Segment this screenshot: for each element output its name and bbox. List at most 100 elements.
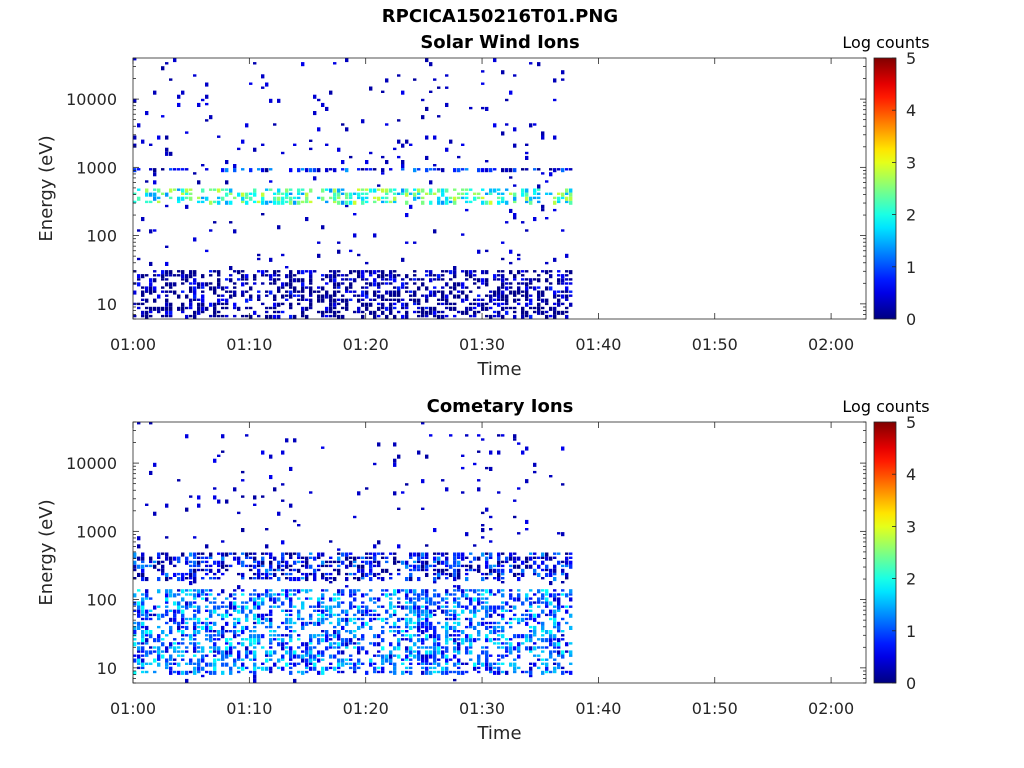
heatmap-cell [445, 650, 449, 653]
heatmap-cell [273, 662, 277, 667]
heatmap-cell [549, 286, 553, 291]
heatmap-cell [341, 168, 345, 171]
heatmap-cell [289, 601, 293, 606]
heatmap-cell [221, 314, 225, 318]
heatmap-cell [357, 168, 361, 171]
heatmap-cell [269, 609, 273, 614]
heatmap-cell [309, 662, 313, 665]
heatmap-cell [353, 213, 357, 216]
heatmap-cell [193, 589, 197, 592]
heatmap-cell [437, 572, 441, 577]
heatmap-cell [509, 564, 513, 568]
heatmap-cell [537, 196, 541, 200]
heatmap-cell [373, 613, 377, 617]
heatmap-cell [437, 621, 441, 625]
heatmap-cell [513, 617, 517, 621]
heatmap-cell [565, 168, 569, 171]
heatmap-cell [513, 564, 517, 569]
heatmap-cell [321, 286, 325, 291]
heatmap-cell [473, 310, 477, 315]
heatmap-cell [153, 274, 157, 277]
heatmap-cell [361, 609, 365, 614]
heatmap-cell [441, 278, 445, 281]
heatmap-cell [465, 298, 469, 301]
heatmap-cell [381, 670, 385, 674]
heatmap-cell [461, 310, 465, 315]
heatmap-cell [413, 241, 417, 244]
heatmap-cell [329, 278, 333, 283]
heatmap-cell [173, 646, 177, 651]
heatmap-cell [337, 302, 341, 306]
heatmap-cell [293, 568, 297, 572]
heatmap-cell [233, 593, 237, 596]
heatmap-cell [305, 306, 309, 311]
heatmap-cell [189, 568, 193, 573]
heatmap-cell [541, 601, 545, 604]
heatmap-cell [165, 261, 169, 266]
heatmap-cell [145, 564, 149, 568]
heatmap-cell [489, 200, 493, 205]
heatmap-cell [553, 200, 557, 205]
heatmap-cell [261, 662, 265, 665]
heatmap-cell [145, 290, 149, 293]
heatmap-cell [485, 466, 489, 470]
heatmap-cell [377, 577, 381, 580]
heatmap-cell [401, 638, 405, 641]
heatmap-cell [289, 658, 293, 661]
heatmap-cell [273, 593, 277, 596]
heatmap-cell [457, 552, 461, 557]
heatmap-cell [453, 274, 457, 279]
heatmap-cell [349, 593, 353, 598]
heatmap-cell [173, 601, 177, 606]
heatmap-cell [333, 192, 337, 197]
heatmap-cell [465, 625, 469, 629]
heatmap-cell [513, 499, 517, 502]
heatmap-cell [437, 200, 441, 205]
heatmap-cell [445, 642, 449, 645]
heatmap-cell [201, 306, 205, 311]
heatmap-cell [501, 577, 505, 580]
heatmap-cell [497, 625, 501, 629]
heatmap-cells [133, 58, 573, 319]
heatmap-cell [549, 274, 553, 279]
heatmap-cell [549, 270, 553, 273]
heatmap-cell [397, 290, 401, 295]
heatmap-cell [509, 646, 513, 651]
heatmap-cell [217, 314, 221, 318]
heatmap-cell [269, 666, 273, 671]
heatmap-cell [325, 630, 329, 635]
heatmap-cell [301, 62, 305, 67]
heatmap-cell [361, 613, 365, 617]
heatmap-cell [381, 638, 385, 643]
heatmap-cell [501, 192, 505, 195]
x-tick-label: 01:30 [459, 699, 505, 718]
heatmap-cell [445, 589, 449, 594]
heatmap-cell [197, 670, 201, 674]
heatmap-cell [421, 597, 425, 600]
heatmap-cell [525, 278, 529, 281]
heatmap-cell [241, 630, 245, 635]
heatmap-cell [345, 638, 349, 643]
heatmap-cell [485, 314, 489, 318]
heatmap-cell [325, 290, 329, 295]
heatmap-cell [497, 568, 501, 573]
heatmap-cell [289, 556, 293, 559]
heatmap-cell [253, 560, 257, 564]
heatmap-cell [477, 278, 481, 283]
heatmap-cell [381, 188, 385, 193]
heatmap-cell [481, 662, 485, 667]
heatmap-cell [425, 294, 429, 299]
heatmap-cell [413, 625, 417, 629]
heatmap-cell [229, 274, 233, 277]
heatmap-cell [285, 298, 289, 301]
heatmap-cell [445, 306, 449, 310]
heatmap-cell [153, 168, 157, 173]
heatmap-cell [497, 290, 501, 295]
heatmap-cell [425, 454, 429, 459]
heatmap-cell [553, 552, 557, 555]
heatmap-cell [385, 78, 389, 83]
heatmap-cell [173, 670, 177, 674]
heatmap-cell [261, 572, 265, 576]
heatmap-cell [497, 642, 501, 645]
heatmap-cell [541, 621, 545, 626]
